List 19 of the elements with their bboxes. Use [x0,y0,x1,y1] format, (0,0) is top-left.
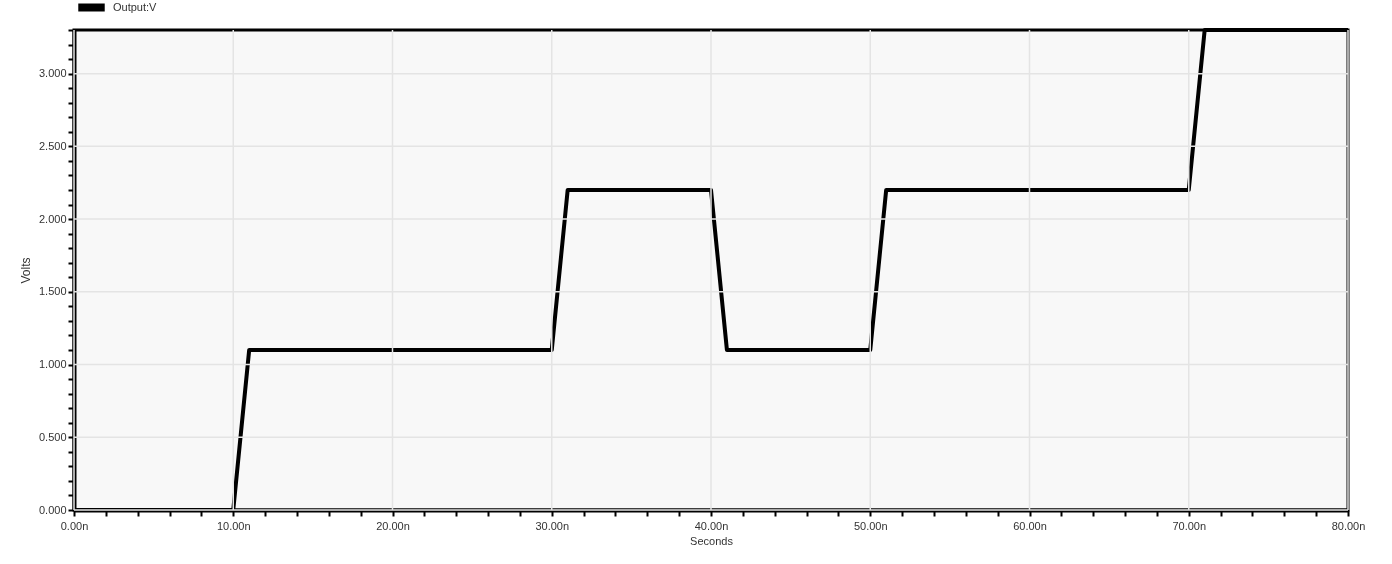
x-tick-label: 70.00n [1172,519,1207,532]
x-tick-label: 20.00n [376,519,410,532]
x-tick-label: 10.00n [216,519,251,532]
y-tick-label: 1.500 [38,285,67,298]
y-tick-label: 2.000 [38,212,67,225]
x-tick-label: 50.00n [853,519,888,532]
y-tick-label: 3.000 [38,67,67,80]
x-tick-label: 40.00n [694,519,729,532]
x-tick-label: 60.00n [1013,519,1047,532]
x-axis-title: Seconds [690,534,734,547]
x-tick-label: 30.00n [535,519,570,532]
y-tick-label: 1.000 [38,358,67,371]
x-tick-label: 80.00n [1331,519,1366,532]
x-tick-label: 0.00n [60,519,89,532]
y-tick-label: 0.500 [38,430,67,443]
y-tick-label: 2.500 [38,139,67,152]
y-axis-title: Volts [18,257,33,284]
y-tick-label: 0.000 [38,503,67,516]
legend-label: Output:V [113,0,158,13]
